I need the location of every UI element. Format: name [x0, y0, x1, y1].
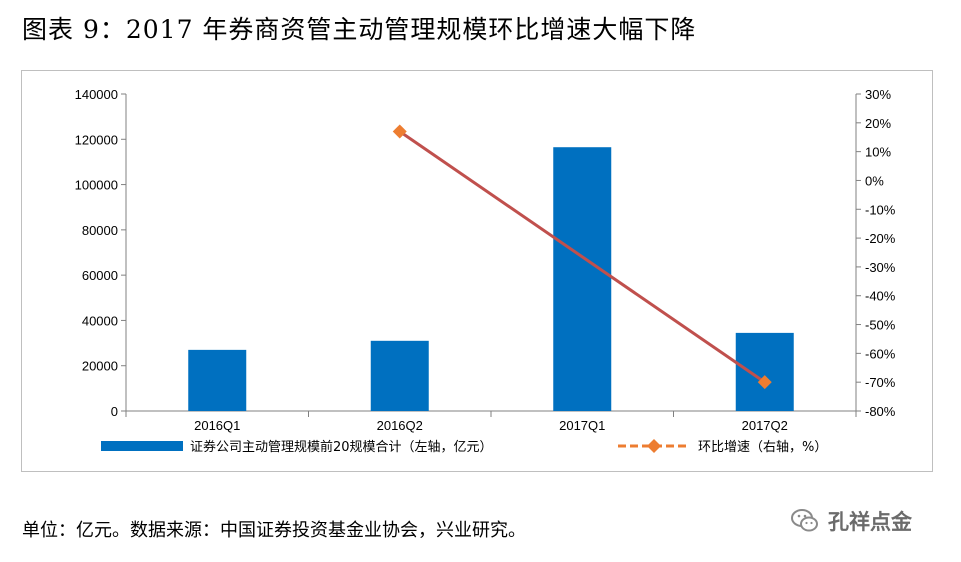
- right-tick-label: -80%: [865, 404, 896, 419]
- right-tick-label: -40%: [865, 289, 896, 304]
- chart-title: 图表 9：2017 年券商资管主动管理规模环比增速大幅下降: [22, 15, 697, 44]
- right-tick-label: -30%: [865, 260, 896, 275]
- legend-bar-label: 证券公司主动管理规模前20规模合计（左轴，亿元）: [190, 439, 493, 455]
- source-note: 单位：亿元。数据来源：中国证券投资基金业协会，兴业研究。: [22, 520, 526, 541]
- growth-point-2016Q2: [392, 124, 407, 139]
- left-tick-label: 60000: [82, 268, 118, 283]
- x-tick-label: 2016Q1: [194, 418, 240, 433]
- left-tick-label: 100000: [75, 178, 118, 193]
- right-tick-label: -10%: [865, 202, 896, 217]
- legend-bar-swatch: [101, 441, 183, 451]
- left-tick-label: 0: [111, 404, 118, 419]
- bar-2016Q2: [370, 340, 429, 411]
- right-tick-label: -20%: [865, 231, 896, 246]
- right-tick-label: -50%: [865, 318, 896, 333]
- left-tick-label: 40000: [82, 313, 118, 328]
- left-tick-label: 140000: [75, 87, 118, 102]
- wechat-icon: [791, 509, 818, 532]
- growth-rate-line: [398, 130, 766, 384]
- right-tick-label: 10%: [865, 145, 891, 160]
- bar-2017Q1: [553, 147, 612, 411]
- right-tick-label: 30%: [865, 87, 891, 102]
- legend-line-marker: [647, 439, 661, 453]
- chart-frame: 0 20000 40000 60000 80000 100000 120000 140000 -…: [21, 70, 933, 472]
- watermark-text: 孔祥点金: [828, 510, 912, 534]
- chart-canvas: 0 20000 40000 60000 80000 100000 120000 140000 -…: [75, 87, 896, 455]
- bar-2016Q1: [188, 349, 247, 411]
- right-tick-label: 20%: [865, 116, 891, 131]
- watermark: 孔祥点金: [790, 506, 912, 536]
- legend-line-label: 环比增速（右轴，%）: [698, 440, 827, 455]
- right-tick-label: -60%: [865, 346, 896, 361]
- x-tick-label: 2016Q2: [377, 418, 423, 433]
- left-tick-label: 20000: [82, 359, 118, 374]
- growth-point-2017Q2: [757, 375, 772, 390]
- x-tick-label: 2017Q2: [742, 418, 788, 433]
- bar-2017Q2: [735, 332, 794, 411]
- right-tick-label: 0%: [865, 173, 884, 188]
- left-tick-label: 120000: [75, 132, 118, 147]
- x-tick-label: 2017Q1: [559, 418, 605, 433]
- right-tick-label: -70%: [865, 375, 896, 390]
- left-tick-label: 80000: [82, 223, 118, 238]
